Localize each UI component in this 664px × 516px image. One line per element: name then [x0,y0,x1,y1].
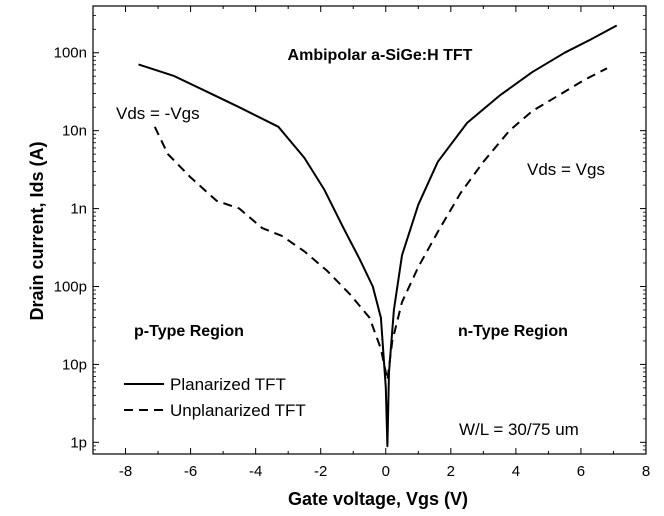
x-tick-labels: -8 -6 -4 -2 0 2 4 6 8 [119,463,650,480]
legend: Planarized TFT Unplanarized TFT [124,375,306,420]
x-axis-title: Gate voltage, Vgs (V) [288,489,468,509]
y-axis-title: Drain current, Ids (A) [27,141,47,320]
x-tick-label: 2 [447,463,455,480]
chart-title: Ambipolar a-SiGe:H TFT [288,47,473,64]
y-tick-label: 10p [62,356,87,373]
y-tick-label: 100p [54,278,87,295]
x-tick-label: -8 [119,463,132,480]
axis-ticks [92,6,647,454]
annotation-right-condition: Vds = Vgs [527,160,605,179]
y-tick-label: 10n [62,123,87,140]
annotation-p-region: p-Type Region [134,323,244,340]
x-tick-label: -2 [314,463,327,480]
y-tick-label: 1n [70,201,87,218]
x-tick-label: 6 [577,463,585,480]
annotation-n-region: n-Type Region [458,323,568,340]
plot-frame [92,5,647,455]
y-tick-labels: 1p 10p 100p 1n 10n 100n [54,45,87,452]
x-tick-label: -4 [249,463,262,480]
x-tick-label: 0 [382,463,390,480]
y-tick-label: 1p [70,434,87,451]
x-tick-label: -6 [184,463,197,480]
annotation-geometry: W/L = 30/75 um [459,420,579,439]
x-tick-label: 8 [642,463,650,480]
data-series [138,24,618,448]
series-line-unplanarized-tft [153,67,608,381]
series-line-planarized-tft [138,24,618,448]
legend-label-unplanarized: Unplanarized TFT [170,401,306,420]
annotation-left-condition: Vds = -Vgs [116,104,200,123]
y-tick-label: 100n [54,45,87,62]
x-tick-label: 4 [512,463,520,480]
legend-label-planarized: Planarized TFT [170,375,286,394]
